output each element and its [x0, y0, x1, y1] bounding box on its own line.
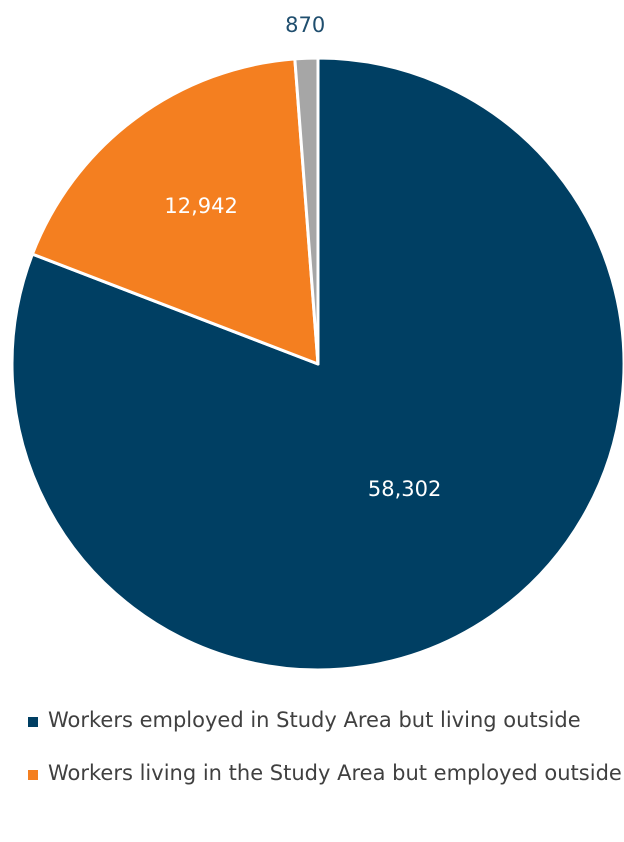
legend-swatch-employed-living-outside — [28, 717, 38, 727]
pie-data-label-2: 12,942 — [164, 194, 237, 218]
pie-slice-2-workers-living-in-the-study-area-but-employed-outside — [30, 57, 320, 366]
legend-item-living-employed-outside: Workers living in the Study Area but emp… — [28, 761, 624, 786]
legend-label-employed-living-outside: Workers employed in Study Area but livin… — [48, 708, 581, 732]
pie-slice-3-unlabeled — [293, 56, 320, 366]
legend-label-living-employed-outside: Workers living in the Study Area but emp… — [48, 761, 622, 785]
chart-legend: Workers employed in Study Area but livin… — [28, 708, 624, 814]
pie-slices — [10, 56, 624, 672]
pie-chart-svg: 58,302 12,942 870 — [10, 13, 624, 672]
pie-data-labels: 58,302 12,942 870 — [164, 13, 441, 501]
legend-swatch-living-employed-outside — [28, 770, 38, 780]
pie-data-label-1: 58,302 — [368, 477, 441, 501]
legend-item-employed-living-outside: Workers employed in Study Area but livin… — [28, 708, 624, 733]
pie-data-label-3: 870 — [285, 13, 325, 37]
